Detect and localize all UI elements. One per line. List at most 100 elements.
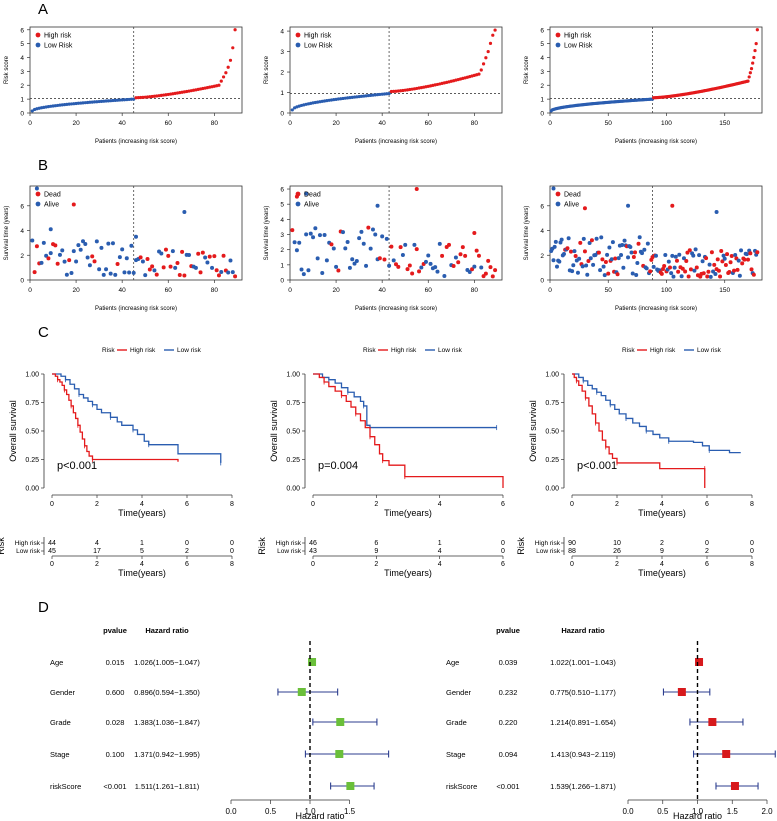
risk-table-count: 0 [230,548,234,555]
alive-point [124,256,129,261]
low-risk-point [76,101,80,105]
x-tick-label: 0 [288,120,292,127]
dead-point [686,274,691,279]
risk-table-count: 4 [438,548,442,555]
alive-point [599,235,604,240]
alive-point [78,247,83,252]
alive-point [117,255,122,260]
variable-name: Grade [446,718,467,727]
alive-point [292,240,297,245]
x-tick-label: 4 [660,501,664,508]
legend-low-label: Low Risk [564,43,593,50]
risk-table-count: 0 [501,548,505,555]
alive-point [601,264,606,269]
alive-point [44,253,49,258]
dead-point [398,245,403,250]
risk-table-x-axis-label: Time(years) [384,568,432,578]
plot-frame [549,185,763,281]
alive-point [681,256,686,261]
dead-point [748,251,753,256]
x-tick-label: 0 [50,501,54,508]
risk-table-count: 0 [185,540,189,547]
dead-point [168,264,173,269]
alive-point [584,263,589,268]
alive-point [744,252,749,257]
dead-point [648,269,653,274]
hazard-ratio-text: 1.022(1.001−1.043) [550,658,616,667]
dead-point [233,274,238,279]
alive-point [370,227,375,232]
alive-point [721,253,726,258]
x-tick-label: 1.0 [692,807,704,816]
dead-point [166,253,171,258]
alive-point [637,235,642,240]
risk-table-x-axis-label: Time(years) [638,568,686,578]
dead-point [407,263,412,268]
alive-point [131,270,136,275]
alive-point [467,269,472,274]
risk-table-x-tick-label: 2 [615,561,619,568]
alive-point [62,259,67,264]
dead-point [568,249,573,254]
x-tick-label: 0.0 [225,807,237,816]
hazard-ratio-square [708,718,717,726]
alive-point [324,258,329,263]
dead-point [687,248,692,253]
panel-label-a: A [38,1,48,18]
x-tick-label: 60 [165,287,173,294]
dead-point [600,257,605,262]
alive-point [557,259,562,264]
alive-point [60,248,65,253]
alive-point [435,269,440,274]
alive-point [580,264,585,269]
x-tick-label: 20 [332,287,340,294]
alive-point [106,241,111,246]
alive-point [671,274,676,279]
x-axis-label: Time(years) [638,508,686,518]
high-risk-point [746,79,750,83]
alive-point [81,239,85,244]
risk-table-count: 10 [613,540,621,547]
low-risk-point [86,100,90,105]
hazard-ratio-text: 1.413(0.943−2.119) [550,750,616,759]
risk-table-count: 26 [613,548,621,555]
dead-point [180,249,185,254]
risk-table-x-tick-label: 2 [95,561,99,568]
high-risk-point [479,68,483,72]
alive-point [677,252,682,257]
y-tick-label: 3 [540,69,544,76]
x-tick-label: 150 [719,120,730,127]
variable-name: Age [446,658,459,667]
low-risk-point [357,94,361,99]
legend-alive-label: Alive [564,202,579,209]
dead-point [447,242,451,247]
high-risk-point [141,95,145,99]
x-tick-label: 0.5 [265,807,277,816]
alive-point [173,265,178,270]
risk-table-count: 88 [568,548,576,555]
dead-point [586,259,591,264]
dead-point [32,270,37,275]
hazard-ratio-square [297,688,306,696]
low-risk-point [104,99,108,103]
dead-point [749,267,754,272]
alive-point [304,191,309,196]
dead-point [405,267,410,272]
dead-point [414,247,419,252]
hazard-ratio-square [677,688,686,696]
alive-point [634,273,639,278]
low-risk-point [115,98,120,102]
dead-point [486,258,491,263]
hazard-ratio-text: 0.896(0.594−1.350) [134,688,200,697]
alive-point [182,209,187,214]
risk-table-count: 0 [230,540,234,547]
high-risk-point [477,72,481,76]
high-risk-point [392,89,396,93]
alive-point [616,256,621,261]
y-tick-label: 4 [280,217,284,224]
dead-point [115,262,120,267]
alive-point [159,251,164,256]
risk-table-count: 6 [374,540,378,547]
alive-point [203,255,208,260]
alive-point [570,269,575,274]
